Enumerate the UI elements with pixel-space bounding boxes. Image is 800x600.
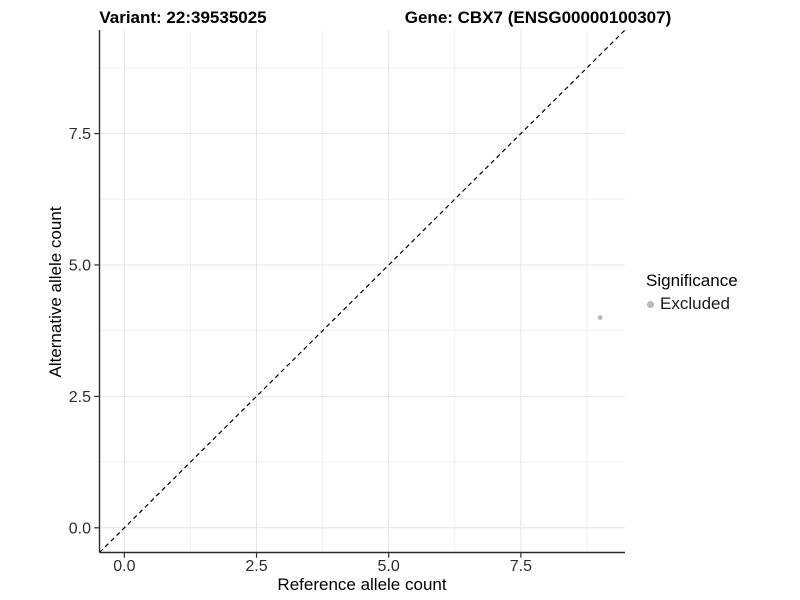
x-tick-label: 0.0 <box>113 558 135 575</box>
identity-dashed-line <box>99 29 626 553</box>
legend-entry-excluded: Excluded <box>646 294 738 314</box>
plot-title-gene: Gene: CBX7 (ENSG00000100307) <box>404 8 672 27</box>
data-point-excluded <box>597 315 603 320</box>
x-tick-label: 7.5 <box>510 558 532 575</box>
y-tick-label: 0.0 <box>69 520 91 537</box>
plot-title-variant: Variant: 22:39535025 <box>99 8 267 27</box>
legend-entry-label: Excluded <box>660 294 730 313</box>
y-tick-label: 5.0 <box>69 257 91 274</box>
y-tick-label: 7.5 <box>69 126 91 143</box>
legend: Significance Excluded <box>646 271 738 314</box>
x-tick-label: 2.5 <box>245 558 267 575</box>
x-axis-title: Reference allele count <box>277 575 447 594</box>
y-tick-label: 2.5 <box>69 389 91 406</box>
x-tick-label: 5.0 <box>378 558 400 575</box>
excluded-point-icon <box>647 300 654 308</box>
legend-title: Significance <box>646 271 738 290</box>
y-axis-title: Alternative allele count <box>46 206 65 378</box>
